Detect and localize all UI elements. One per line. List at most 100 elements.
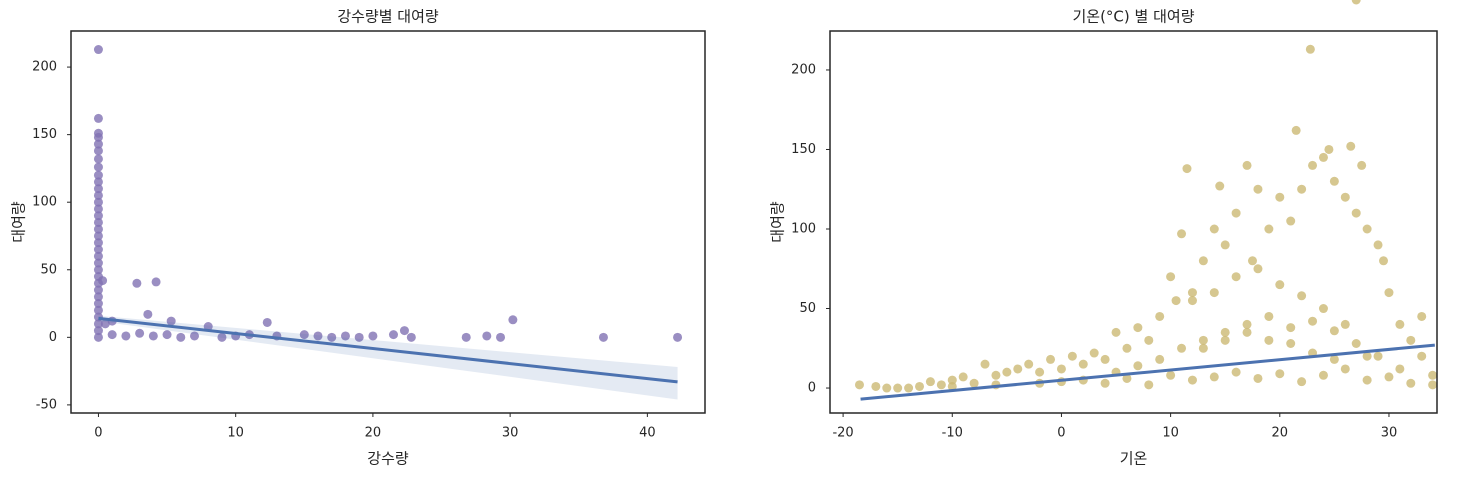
point xyxy=(299,330,309,340)
point xyxy=(1329,354,1339,364)
point xyxy=(93,154,103,164)
point xyxy=(176,332,186,342)
point xyxy=(1384,372,1394,382)
point xyxy=(354,332,364,342)
point xyxy=(482,331,492,341)
x-axis-label: 기온 xyxy=(1120,450,1148,468)
point xyxy=(1253,373,1263,383)
point xyxy=(1198,343,1208,353)
point xyxy=(143,309,153,319)
point xyxy=(1187,375,1197,385)
point xyxy=(93,217,103,227)
point xyxy=(598,332,608,342)
point xyxy=(262,317,272,327)
y-tick-label: 0 xyxy=(808,381,816,396)
point xyxy=(980,359,990,369)
point xyxy=(93,177,103,187)
point xyxy=(1035,367,1045,377)
point xyxy=(925,377,935,387)
point xyxy=(904,383,914,393)
point xyxy=(958,372,968,382)
point xyxy=(1187,296,1197,306)
point xyxy=(93,332,103,342)
point xyxy=(1089,348,1099,358)
x-tick-label: 30 xyxy=(1381,426,1398,441)
point xyxy=(1220,335,1230,345)
point xyxy=(1078,359,1088,369)
point xyxy=(1166,272,1176,282)
point xyxy=(1406,378,1416,388)
point xyxy=(93,238,103,248)
point xyxy=(1308,160,1318,170)
point xyxy=(93,299,103,309)
point xyxy=(1379,256,1389,266)
point xyxy=(854,380,864,390)
point xyxy=(93,45,103,55)
point xyxy=(368,331,378,341)
point xyxy=(1362,224,1372,234)
point xyxy=(93,319,103,329)
point xyxy=(340,331,350,341)
point xyxy=(107,330,117,340)
y-tick-label: -50 xyxy=(36,397,57,412)
point xyxy=(93,162,103,172)
point xyxy=(1329,326,1339,336)
plot-frame xyxy=(70,30,706,414)
point xyxy=(508,315,518,325)
point xyxy=(1395,364,1405,374)
point xyxy=(1024,359,1034,369)
point xyxy=(1351,339,1361,349)
point xyxy=(1406,335,1416,345)
point xyxy=(1133,361,1143,371)
point xyxy=(1209,372,1219,382)
x-tick-label: 20 xyxy=(365,426,382,441)
point xyxy=(1231,272,1241,282)
point xyxy=(93,251,103,261)
point xyxy=(1177,229,1187,239)
point xyxy=(93,224,103,234)
point xyxy=(882,383,892,393)
y-tick-label: 50 xyxy=(40,262,57,277)
point xyxy=(1253,184,1263,194)
point xyxy=(969,378,979,388)
x-tick-label: 0 xyxy=(94,426,102,441)
point xyxy=(1220,240,1230,250)
point xyxy=(1417,351,1427,361)
point xyxy=(1384,288,1394,298)
point xyxy=(1264,335,1274,345)
point xyxy=(1002,367,1012,377)
x-tick-label: 30 xyxy=(502,426,519,441)
y-tick-label: 100 xyxy=(791,221,816,236)
x-tick-label: 10 xyxy=(1162,426,1179,441)
point xyxy=(93,139,103,149)
point xyxy=(1198,256,1208,266)
point xyxy=(93,197,103,207)
point xyxy=(313,331,323,341)
point xyxy=(1346,141,1356,151)
point xyxy=(93,204,103,214)
regression-line xyxy=(98,316,678,384)
y-tick-label: 0 xyxy=(49,330,57,345)
y-tick-label: 50 xyxy=(799,301,816,316)
y-tick-label: 200 xyxy=(791,62,816,77)
point xyxy=(1373,240,1383,250)
point xyxy=(991,370,1001,380)
point xyxy=(1318,152,1328,162)
point xyxy=(1122,373,1132,383)
point xyxy=(1231,208,1241,218)
point xyxy=(1187,288,1197,298)
point xyxy=(100,319,110,329)
point xyxy=(1318,304,1328,314)
point xyxy=(1220,327,1230,337)
point xyxy=(496,332,506,342)
point xyxy=(399,326,409,336)
point xyxy=(1177,343,1187,353)
point xyxy=(93,265,103,275)
point xyxy=(93,231,103,241)
point xyxy=(1182,164,1192,174)
point xyxy=(1100,354,1110,364)
point xyxy=(217,332,227,342)
point xyxy=(1242,327,1252,337)
point xyxy=(1155,311,1165,321)
